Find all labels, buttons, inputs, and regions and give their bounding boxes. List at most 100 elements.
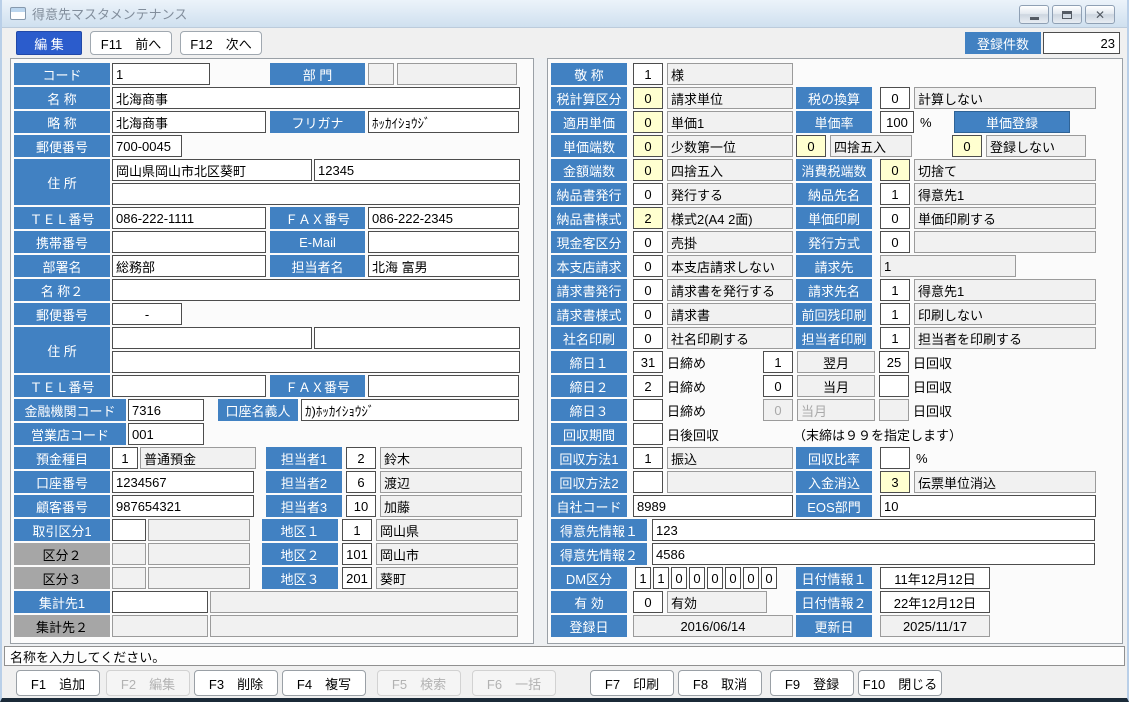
postal-code-2-value[interactable]: - (112, 303, 182, 325)
collection-method-1-value[interactable]: 1 (633, 447, 663, 469)
delivery-note-format-value[interactable]: 2 (633, 207, 663, 229)
dm-class-value-8[interactable]: 0 (761, 567, 777, 589)
address-2-value[interactable] (112, 327, 312, 349)
unit-price-fraction-value-3[interactable]: 0 (952, 135, 982, 157)
bank-code-value-2[interactable]: ｶ)ﾎｯｶｲｼｮｳｼﾞ (301, 399, 519, 421)
name-value[interactable]: 北海商事 (112, 87, 520, 109)
deposit-type-value[interactable]: 1 (112, 447, 138, 469)
code-value[interactable]: 1 (112, 63, 210, 85)
company-name-print-value-2[interactable]: 1 (880, 327, 910, 349)
amount-fraction-value-2[interactable]: 0 (880, 159, 910, 181)
company-name-print-value[interactable]: 0 (633, 327, 663, 349)
delivery-note-issue-value[interactable]: 0 (633, 183, 663, 205)
closing-day-2-value-3[interactable] (879, 375, 909, 397)
account-number-value-2[interactable]: 6 (346, 471, 376, 493)
bank-code-value[interactable]: 7316 (128, 399, 204, 421)
trade-class-1-value-2[interactable]: 1 (342, 519, 372, 541)
customer-number-value-2[interactable]: 10 (346, 495, 376, 517)
customer-number-value[interactable]: 987654321 (112, 495, 254, 517)
unit-price-fraction-value[interactable]: 0 (633, 135, 663, 157)
applied-unit-price-value-2[interactable]: 100 (880, 111, 914, 133)
maximize-button[interactable] (1052, 5, 1082, 24)
customer-info-1-value[interactable]: 123 (652, 519, 1095, 541)
amount-fraction-value[interactable]: 0 (633, 159, 663, 181)
aggregate-1-value[interactable] (112, 591, 208, 613)
class-2-value[interactable]: 101 (342, 543, 372, 565)
f8-cancel-button[interactable]: F8 取消 (678, 670, 762, 696)
f3-delete-button[interactable]: F3 削除 (194, 670, 278, 696)
valid-value[interactable]: 0 (633, 591, 663, 613)
account-number-value[interactable]: 1234567 (112, 471, 254, 493)
tel-2-value-2[interactable] (368, 375, 519, 397)
applied-unit-price-button[interactable]: 単価登録 (954, 111, 1070, 133)
tax-calc-class-value[interactable]: 0 (633, 87, 663, 109)
address-1-value[interactable]: 岡山県岡山市北区葵町 (112, 159, 312, 181)
dm-class-value-6[interactable]: 0 (725, 567, 741, 589)
collection-period-value[interactable] (633, 423, 663, 445)
next-button[interactable]: F12 次へ (180, 31, 262, 55)
tel-1-value[interactable]: 086-222-1111 (112, 207, 266, 229)
f9-register-button[interactable]: F9 登録 (770, 670, 854, 696)
closing-day-2-value[interactable]: 2 (633, 375, 663, 397)
address-2-value-2[interactable] (314, 327, 520, 349)
hq-branch-billing-value[interactable]: 0 (633, 255, 663, 277)
department-value[interactable]: 総務部 (112, 255, 266, 277)
department-value-2[interactable]: 北海 富男 (368, 255, 519, 277)
closing-day-1-value-3[interactable]: 25 (879, 351, 909, 373)
name-2-value[interactable] (112, 279, 520, 301)
dm-class-value-2[interactable]: 1 (653, 567, 669, 589)
invoice-format-value-2[interactable]: 1 (880, 303, 910, 325)
dm-class-value-7[interactable]: 0 (743, 567, 759, 589)
invoice-issue-value[interactable]: 0 (633, 279, 663, 301)
short-name-value[interactable]: 北海商事 (112, 111, 266, 133)
trade-class-1-value[interactable] (112, 519, 146, 541)
tel-2-value[interactable] (112, 375, 266, 397)
postal-code-1-value[interactable]: 700-0045 (112, 135, 182, 157)
class-3-value[interactable]: 201 (342, 567, 372, 589)
f1-add-button[interactable]: F1 追加 (16, 670, 100, 696)
collection-method-1-value-2[interactable] (880, 447, 910, 469)
mobile-value[interactable] (112, 231, 266, 253)
address-2-value-3[interactable] (112, 351, 520, 373)
applied-unit-price-value[interactable]: 0 (633, 111, 663, 133)
title-bar[interactable]: 得意先マスタメンテナンス ✕ (2, 0, 1127, 28)
collection-method-2-value[interactable] (633, 471, 663, 493)
edit-button[interactable]: 編 集 (16, 31, 82, 55)
invoice-issue-value-2[interactable]: 1 (880, 279, 910, 301)
branch-code-value[interactable]: 001 (128, 423, 204, 445)
prev-button[interactable]: F11 前へ (90, 31, 172, 55)
tel-1-value-2[interactable]: 086-222-2345 (368, 207, 519, 229)
own-company-code-value-2[interactable]: 10 (880, 495, 1096, 517)
address-1-value-2[interactable]: 12345 (314, 159, 520, 181)
mobile-value-2[interactable] (368, 231, 519, 253)
tax-calc-class-value-2[interactable]: 0 (880, 87, 910, 109)
valid-value-2[interactable]: 22年12月12日 (880, 591, 990, 613)
minimize-button[interactable] (1019, 5, 1049, 24)
customer-info-2-value[interactable]: 4586 (652, 543, 1095, 565)
dm-class-value-4[interactable]: 0 (689, 567, 705, 589)
f4-copy-button[interactable]: F4 複写 (282, 670, 366, 696)
address-1-value-3[interactable] (112, 183, 520, 205)
dm-class-value-5[interactable]: 0 (707, 567, 723, 589)
f10-close-button[interactable]: F10 閉じる (858, 670, 942, 696)
delivery-note-issue-value-2[interactable]: 1 (880, 183, 910, 205)
deposit-type-value-2[interactable]: 2 (346, 447, 376, 469)
dm-class-value-3[interactable]: 0 (671, 567, 687, 589)
dm-class-value[interactable]: 1 (635, 567, 651, 589)
honorific-value[interactable]: 1 (633, 63, 663, 85)
short-name-value-2[interactable]: ﾎｯｶｲｼｮｳｼﾞ (368, 111, 519, 133)
invoice-format-value[interactable]: 0 (633, 303, 663, 325)
own-company-code-value[interactable]: 8989 (633, 495, 793, 517)
collection-method-2-value-2[interactable]: 3 (880, 471, 910, 493)
delivery-note-format-value-2[interactable]: 0 (880, 207, 910, 229)
cash-customer-class-value[interactable]: 0 (633, 231, 663, 253)
f7-print-button[interactable]: F7 印刷 (590, 670, 674, 696)
dm-class-value-9[interactable]: 11年12月12日 (880, 567, 990, 589)
close-button[interactable]: ✕ (1085, 5, 1115, 24)
closing-day-1-value[interactable]: 31 (633, 351, 663, 373)
closing-day-3-value[interactable] (633, 399, 663, 421)
cash-customer-class-value-2[interactable]: 0 (880, 231, 910, 253)
closing-day-2-value-2[interactable]: 0 (763, 375, 793, 397)
closing-day-1-value-2[interactable]: 1 (763, 351, 793, 373)
unit-price-fraction-value-2[interactable]: 0 (796, 135, 826, 157)
